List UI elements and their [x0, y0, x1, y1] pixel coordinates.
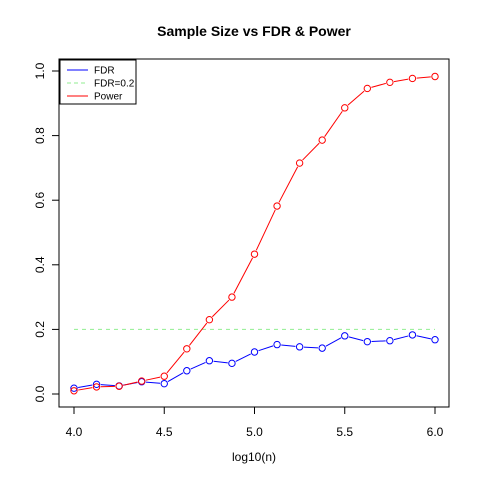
data-point-power — [137, 377, 146, 385]
data-point-power — [250, 250, 259, 258]
plot-layer: 4.0 4.5 5.0 5.5 6.0 0.0 0.2 0.4 0.6 0.8 1.0 — [33, 58, 450, 439]
data-point-power — [431, 72, 439, 81]
data-point-fdr — [205, 357, 214, 365]
data-point-power — [408, 74, 417, 83]
series-segment-power — [188, 322, 208, 346]
chart-title: Sample Size vs FDR & Power — [157, 23, 351, 39]
series-segment-fdr — [258, 345, 274, 352]
data-point-fdr — [228, 359, 236, 368]
data-point-power — [318, 136, 326, 144]
series-segment-power — [233, 257, 253, 294]
x-tick-label: 4.0 — [66, 425, 83, 439]
data-point-power — [115, 382, 123, 390]
series-segment-power — [255, 209, 276, 251]
series-segment-fdr — [303, 346, 319, 349]
legend-label: Power — [94, 92, 123, 103]
series-segment-power — [166, 351, 185, 374]
data-point-power — [386, 78, 394, 87]
x-tick-label: 5.5 — [336, 425, 353, 439]
data-point-fdr — [318, 344, 326, 352]
legend: FDR FDR=0.2 Power — [59, 59, 137, 105]
legend-label: FDR — [94, 66, 115, 77]
x-tick-label: 4.5 — [156, 425, 173, 439]
series-segment-fdr — [371, 340, 386, 342]
data-point-power — [205, 316, 214, 324]
series-segment-fdr — [213, 360, 228, 364]
data-point-power — [341, 104, 349, 112]
data-point-power — [160, 372, 168, 380]
data-point-fdr — [408, 331, 417, 339]
series-segment-power — [416, 76, 431, 79]
series-segment-power — [211, 299, 230, 318]
y-tick-label: 0.6 — [33, 192, 47, 209]
series-segment-power — [393, 78, 409, 83]
series-segment-fdr — [325, 337, 342, 347]
y-tick-label: 0.4 — [33, 256, 47, 273]
data-point-fdr — [92, 380, 101, 389]
data-point-fdr — [295, 343, 304, 351]
series-segment-fdr — [235, 353, 251, 362]
data-point-fdr — [431, 336, 439, 344]
x-tick-label: 6.0 — [427, 425, 444, 439]
series-segment-fdr — [281, 344, 296, 347]
series-segment-power — [123, 381, 138, 386]
y-tick-label: 1.0 — [33, 62, 47, 79]
legend-label: FDR=0.2 — [94, 79, 135, 90]
y-tick-label: 0.0 — [33, 385, 47, 402]
data-point-fdr — [386, 337, 394, 345]
y-tick-label: 0.8 — [33, 127, 47, 144]
data-point-fdr — [250, 348, 259, 356]
data-point-fdr — [70, 384, 78, 392]
data-point-power — [295, 159, 304, 167]
series-segment-power — [324, 110, 343, 137]
series-segment-power — [78, 387, 93, 391]
y-tick-label: 0.2 — [33, 321, 47, 338]
x-axis-label: log10(n) — [232, 450, 276, 464]
series-segment-fdr — [100, 384, 115, 387]
data-point-power — [183, 345, 191, 353]
series-segment-power — [347, 90, 365, 106]
series-segment-fdr — [78, 384, 93, 388]
x-tick-label: 5.0 — [246, 425, 263, 439]
series-segment-fdr — [145, 381, 161, 384]
legend-box — [59, 59, 137, 105]
series-segment-fdr — [167, 372, 184, 383]
data-point-power — [70, 387, 78, 395]
series-segment-power — [145, 376, 161, 381]
series-segment-fdr — [190, 361, 206, 370]
series-segment-power — [278, 166, 299, 203]
data-point-fdr — [341, 332, 349, 340]
data-point-power — [363, 84, 372, 93]
data-point-power — [228, 293, 236, 301]
series-segment-power — [302, 142, 320, 161]
data-point-fdr — [363, 337, 372, 346]
data-point-fdr — [183, 367, 191, 375]
series-segment-fdr — [416, 335, 431, 340]
data-point-fdr — [273, 340, 281, 349]
series-segment-fdr — [348, 336, 364, 342]
series-segment-power — [371, 82, 386, 88]
data-point-power — [92, 383, 101, 391]
data-point-power — [273, 202, 281, 210]
series-segment-fdr — [393, 335, 409, 341]
data-point-fdr — [160, 379, 168, 388]
